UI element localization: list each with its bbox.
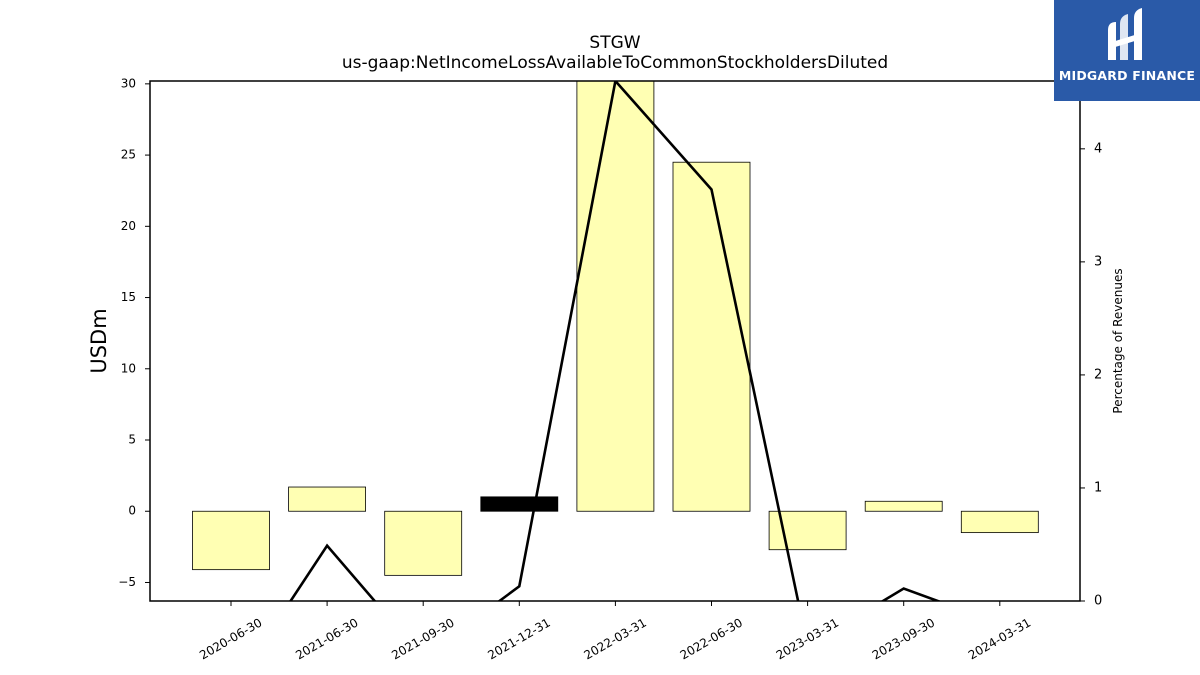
y-tick-label: 25 (121, 148, 136, 162)
y2-axis-label: Percentage of Revenues (1111, 268, 1125, 413)
bar-2021-06-30 (288, 486, 367, 512)
y-tick-label: 20 (121, 219, 136, 233)
midgard-logo-icon (1108, 8, 1142, 60)
x-tick-label: 2024-03-31 (966, 615, 1033, 662)
x-tick-label: 2020-06-30 (197, 615, 264, 662)
x-tick-label: 2021-06-30 (293, 615, 360, 662)
y-tick-label: 10 (121, 361, 136, 375)
y-tick-label: 15 (121, 290, 136, 304)
bar-2023-09-30 (864, 500, 943, 512)
bar-series (192, 81, 1039, 576)
bar-2020-06-30 (192, 510, 270, 571)
y-tick-label: −5 (118, 575, 136, 589)
x-tick-label: 2022-06-30 (678, 615, 745, 662)
bar-2024-03-31 (960, 510, 1039, 534)
brand-logo: MIDGARD FINANCE (1054, 0, 1200, 101)
x-tick-label: 2022-03-31 (581, 615, 648, 662)
y-tick-label: 30 (121, 76, 136, 90)
x-tick-label: 2023-09-30 (870, 615, 937, 662)
x-tick-label: 2021-09-30 (389, 615, 456, 662)
y2-tick-label: 2 (1094, 367, 1102, 382)
y2-tick-label: 0 (1094, 594, 1102, 609)
bar-2022-06-30 (672, 161, 751, 512)
y-axis-label: USDm (87, 308, 111, 373)
plot-area: −5 0 5 10 15 20 25 30 0 1 2 3 4 2020-06-30 2021-06-30 2… (118, 76, 1102, 662)
x-tick-label: 2021-12-31 (485, 615, 552, 662)
y-tick-label: 5 (128, 433, 136, 447)
plot-frame (149, 80, 1081, 602)
chart-title: STGW (589, 33, 640, 53)
y2-tick-label: 1 (1094, 480, 1102, 495)
brand-name: MIDGARD FINANCE (1058, 68, 1196, 83)
bar-2021-09-30 (384, 510, 463, 576)
x-tick-label: 2023-03-31 (774, 615, 841, 662)
y2-tick-label: 4 (1094, 141, 1102, 156)
bar-2022-03-31 (576, 81, 655, 512)
chart-subtitle: us-gaap:NetIncomeLossAvailableToCommonSt… (342, 53, 888, 73)
bar-2021-12-31 (480, 496, 559, 512)
y-tick-label: 0 (128, 504, 136, 518)
percentage-line (289, 81, 942, 601)
y2-tick-label: 3 (1094, 254, 1102, 269)
